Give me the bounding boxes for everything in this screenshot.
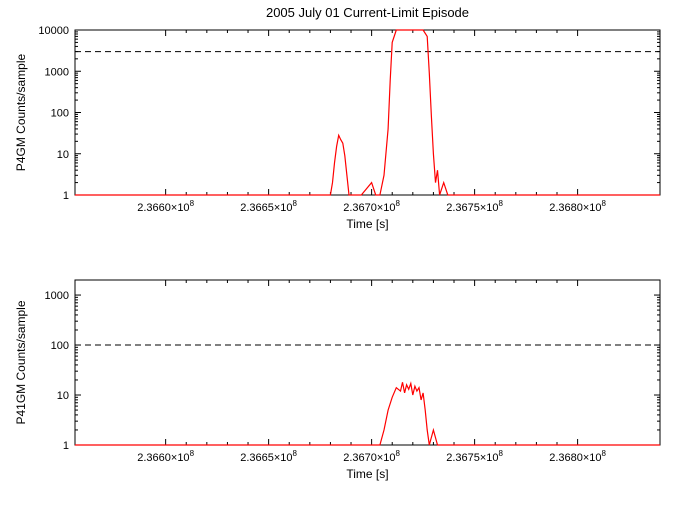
- x-tick-label: 2.3670×108: [343, 449, 400, 464]
- y-tick-label: 10: [57, 390, 69, 402]
- y-tick-label: 100: [51, 108, 69, 120]
- x-tick-label: 2.3665×108: [240, 449, 297, 464]
- x-tick-label: 2.3675×108: [446, 449, 503, 464]
- y-tick-label: 1: [63, 190, 69, 202]
- x-tick-label: 2.3665×108: [240, 199, 297, 214]
- x-tick-label: 2.3680×108: [549, 449, 606, 464]
- data-series: [75, 382, 660, 445]
- plot-frame: [75, 30, 660, 195]
- y-tick-label: 1: [63, 440, 69, 452]
- y-axis-label: P4GM Counts/sample: [14, 53, 28, 171]
- y-axis-label: P41GM Counts/sample: [14, 300, 28, 424]
- y-tick-label: 10000: [38, 25, 69, 37]
- x-axis-label: Time [s]: [346, 217, 388, 231]
- x-axis-label: Time [s]: [346, 467, 388, 481]
- x-tick-label: 2.3675×108: [446, 199, 503, 214]
- data-series: [75, 30, 660, 195]
- x-tick-label: 2.3660×108: [137, 199, 194, 214]
- y-tick-label: 1000: [45, 66, 69, 78]
- x-tick-label: 2.3670×108: [343, 199, 400, 214]
- y-tick-label: 100: [51, 340, 69, 352]
- plot-title: 2005 July 01 Current-Limit Episode: [266, 5, 469, 20]
- plot-frame: [75, 280, 660, 445]
- timeseries-figure: 2005 July 01 Current-Limit Episode 1 10 100…: [0, 0, 677, 511]
- y-tick-label: 1000: [45, 290, 69, 302]
- x-tick-label: 2.3660×108: [137, 449, 194, 464]
- x-tick-label: 2.3680×108: [549, 199, 606, 214]
- y-tick-label: 10: [57, 149, 69, 161]
